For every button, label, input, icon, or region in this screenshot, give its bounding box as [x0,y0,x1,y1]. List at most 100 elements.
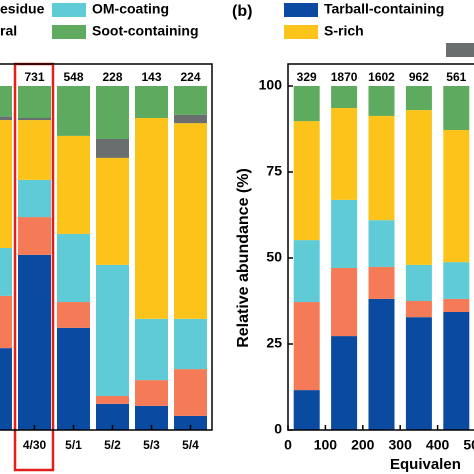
bar-segment [293,86,320,122]
x-axis-label: Equivalen [390,456,461,473]
bar-segment [331,336,358,430]
legend-swatch [446,43,474,57]
bar-segment [293,302,320,391]
bar-segment [331,86,358,109]
bar-count-label: 1602 [368,70,395,84]
bar-count-label: 329 [297,70,317,84]
x-tick-label: 300 [389,437,413,453]
legend-label: OM-coating [92,1,169,17]
bar-segment [0,295,12,349]
x-tick-label: 5/2 [104,438,121,452]
bar-segment [135,117,168,319]
bar-segment [174,114,207,124]
x-tick-label: 100 [314,437,338,453]
bar-segment [443,312,470,430]
bar-segment [18,120,51,180]
x-tick-label: 4/30 [23,438,47,452]
bar-segment [96,138,129,158]
bar-segment [293,390,320,430]
plot-frame [287,63,474,431]
bar-segment [0,120,12,249]
bar-count-label: 228 [102,70,122,84]
plot-frame [0,63,213,431]
bar-segment [368,220,395,267]
bar-segment [443,130,470,263]
bar-segment [135,380,168,406]
bar-segment [18,117,51,121]
x-tick-label: 400 [426,437,450,453]
y-tick-label: 100 [259,77,283,93]
y-tick-label: 50 [266,249,282,265]
legend-label: Soot-containing [92,23,199,39]
bar-segment [135,318,168,381]
bar-segment [405,110,432,265]
bar-segment [57,302,90,328]
bar-segment [331,267,358,337]
legend-swatch [52,25,86,39]
y-tick-label: 75 [266,163,282,179]
y-axis-label: Relative abundance (%) [235,168,252,348]
legend-label: ral [0,23,17,39]
y-tick-label: 0 [274,421,282,437]
bar-segment [18,179,51,218]
bar-count-label: 548 [63,70,83,84]
bar-count-label: 143 [141,70,161,84]
bar-segment [174,123,207,319]
bar-segment [331,199,358,268]
bar-segment [135,86,168,118]
bar-segment [174,369,207,416]
bar-count-label: 731 [24,70,44,84]
bar-segment [96,264,129,396]
bar-segment [405,86,432,111]
bar-segment [18,217,51,255]
bar-segment [0,248,12,296]
bar-segment [174,415,207,430]
legend-swatch [284,3,318,17]
bar-segment [368,266,395,299]
x-tick-label: 5/4 [182,438,199,452]
y-tick-label: 25 [266,335,282,351]
legend-swatch [52,3,86,17]
bar-segment [96,157,129,265]
bar-segment [18,254,51,430]
bar-segment [57,135,90,234]
bar-segment [368,115,395,221]
legend-label: Tarball-containing [324,1,444,17]
bar-segment [443,86,470,131]
bar-segment [57,86,90,136]
bar-segment [174,318,207,370]
x-tick-label: 5/1 [65,438,82,452]
bar-segment [0,348,12,430]
bar-segment [57,327,90,430]
bar-segment [57,233,90,303]
bar-segment [443,298,470,313]
bar-segment [0,86,12,117]
bar-segment [293,121,320,241]
bar-segment [331,108,358,200]
legend-label: esidue [0,1,45,17]
bar-count-label: 962 [409,70,429,84]
x-tick-label: 5/3 [143,438,160,452]
bar-segment [405,317,432,430]
panel-label: (b) [232,3,252,20]
bar-segment [368,86,395,116]
x-tick-label: 200 [351,437,375,453]
x-tick-label: 0 [284,437,292,453]
bar-segment [96,395,129,404]
bar-count-label: 1870 [331,70,358,84]
bar-segment [405,301,432,318]
bar-segment [293,240,320,303]
bar-segment [96,86,129,139]
bar-count-label: 561 [446,70,466,84]
bar-segment [18,86,51,118]
bar-segment [443,262,470,299]
legend-swatch [284,25,318,39]
x-tick-label: 500 [463,437,474,453]
bar-count-label: 224 [180,70,200,84]
bar-segment [368,298,395,430]
legend-label: S-rich [324,23,364,39]
bar-segment [174,86,207,115]
bar-segment [405,264,432,301]
bar-segment [0,116,12,121]
